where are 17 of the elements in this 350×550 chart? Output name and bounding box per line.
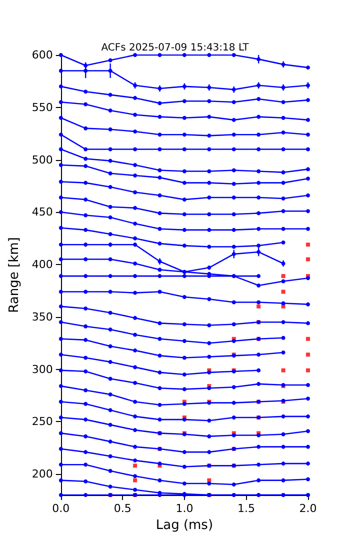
y-tick-label: 500 xyxy=(32,153,53,166)
y-tick-label: 600 xyxy=(32,48,53,62)
x-tick-label: 2.0 xyxy=(299,502,317,515)
x-tick-label: 0.5 xyxy=(114,502,132,515)
y-tick-label: 300 xyxy=(32,362,53,376)
chart-title: ACFs 2025-07-09 15:43:18 LT xyxy=(101,42,250,54)
y-tick-label: 450 xyxy=(32,206,53,219)
y-tick-label: 250 xyxy=(32,415,53,428)
y-axis-title: Range [km] xyxy=(7,237,22,313)
y-tick-label: 350 xyxy=(32,310,53,324)
x-axis-title: Lag (ms) xyxy=(156,518,214,533)
x-tick-label: 1.5 xyxy=(237,502,255,515)
x-tick-label: 1.0 xyxy=(176,502,194,515)
y-tick-label: 550 xyxy=(32,100,53,114)
x-tick-label: 0.0 xyxy=(52,502,70,515)
y-tick-label: 400 xyxy=(32,258,53,272)
y-tick-label: 200 xyxy=(32,468,53,481)
